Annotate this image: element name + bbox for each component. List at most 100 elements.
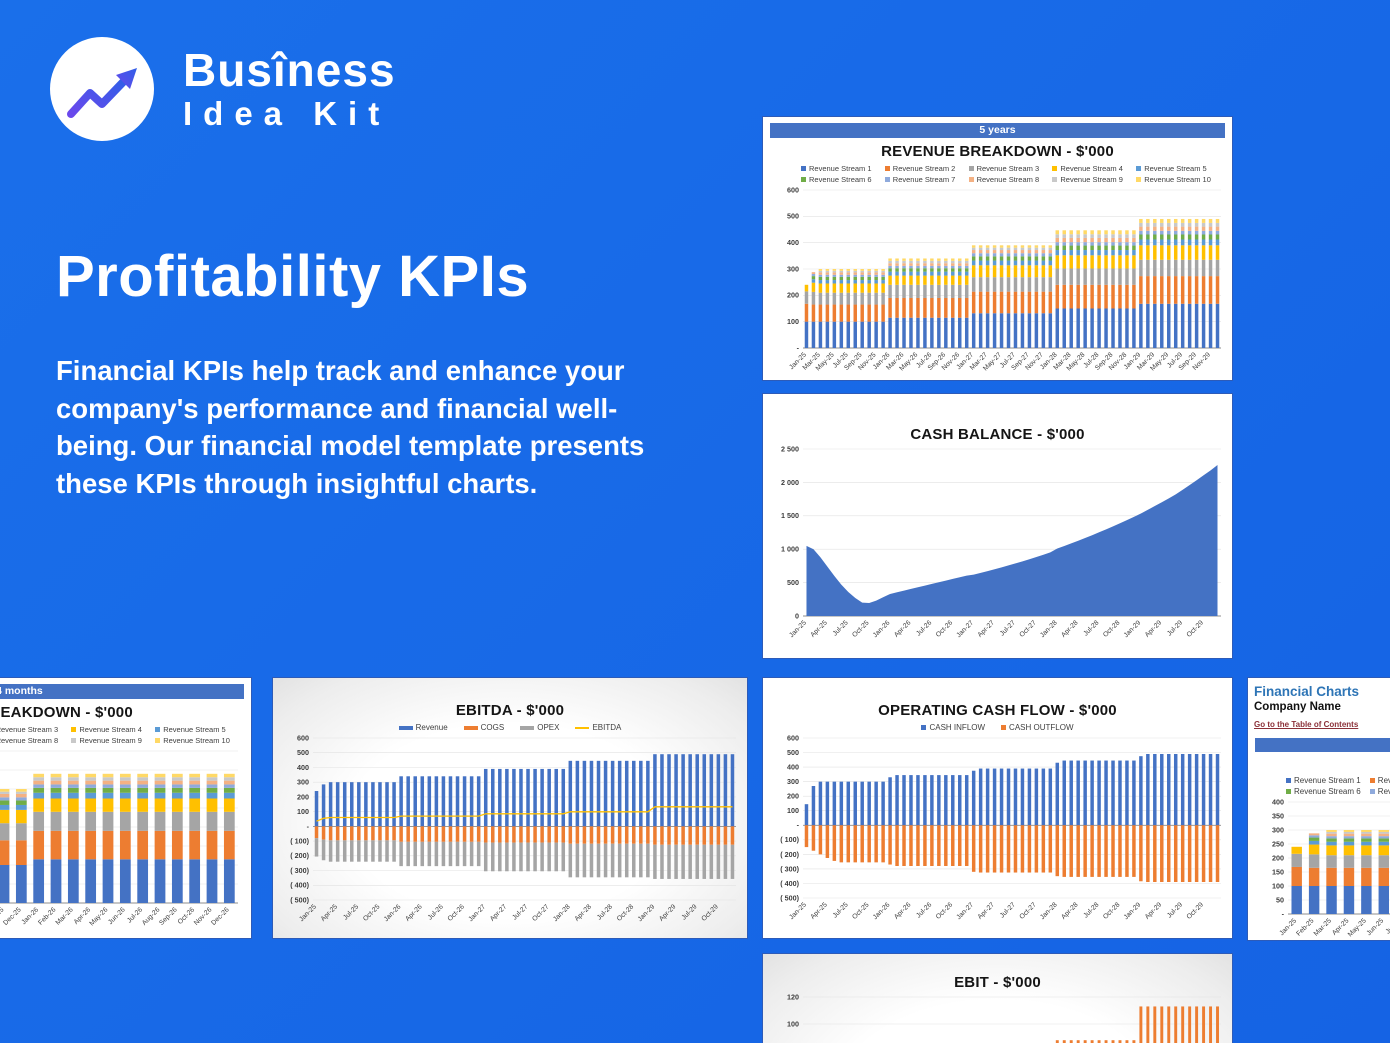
legend-item: Revenue Stream 7 xyxy=(1369,787,1390,796)
svg-text:Jun-25: Jun-25 xyxy=(1366,917,1386,937)
svg-text:Apr-28: Apr-28 xyxy=(1060,901,1080,921)
legend-item: COGS xyxy=(463,723,505,732)
svg-text:Jan-29: Jan-29 xyxy=(637,903,657,923)
svg-text:500: 500 xyxy=(787,748,799,757)
legend-swatch-icon xyxy=(968,166,974,171)
legend-label: Revenue Stream 1 xyxy=(809,164,872,173)
svg-text:Feb-25: Feb-25 xyxy=(1295,917,1315,937)
logo-line2: Idea Kit xyxy=(183,95,391,132)
svg-text:400: 400 xyxy=(1272,798,1284,806)
legend-swatch-icon xyxy=(575,726,590,729)
legend-label: COGS xyxy=(480,723,505,732)
svg-text:100: 100 xyxy=(1272,881,1284,890)
svg-text:300: 300 xyxy=(1272,825,1284,834)
legend-swatch-icon xyxy=(155,738,161,743)
svg-text:Oct-28: Oct-28 xyxy=(1102,619,1122,639)
svg-text:May-26: May-26 xyxy=(88,906,109,927)
svg-text:Dec-26: Dec-26 xyxy=(210,906,231,927)
svg-text:Jul-25: Jul-25 xyxy=(832,901,850,919)
svg-text:Oct-27: Oct-27 xyxy=(1018,901,1038,921)
svg-text:400: 400 xyxy=(297,763,309,772)
table-of-contents-link[interactable]: Go to the Table of Contents xyxy=(1254,720,1359,729)
svg-text:0: 0 xyxy=(795,611,799,620)
svg-text:( 100): ( 100) xyxy=(290,837,309,846)
svg-text:( 400): ( 400) xyxy=(780,879,799,888)
dashboard-heading: Financial Charts xyxy=(1254,684,1360,699)
svg-text:Jul-25: Jul-25 xyxy=(342,903,360,921)
svg-text:( 400): ( 400) xyxy=(290,881,309,890)
legend-item: Revenue Stream 9 xyxy=(1052,175,1136,184)
svg-text:400: 400 xyxy=(787,763,799,772)
card-ebit: EBIT - $'000 12010080604020-Jan-25Apr-25… xyxy=(762,953,1233,1043)
svg-text:Jul-25: Jul-25 xyxy=(832,619,850,637)
svg-text:Jan-28: Jan-28 xyxy=(1039,901,1059,921)
page-title: Profitability KPIs xyxy=(56,244,530,309)
svg-text:Jul-28: Jul-28 xyxy=(596,903,614,921)
legend-item: Revenue Stream 8 xyxy=(968,175,1053,184)
legend-item: Revenue Stream 4 xyxy=(1052,164,1136,173)
svg-text:500: 500 xyxy=(787,212,799,221)
svg-text:Apr-26: Apr-26 xyxy=(893,619,913,639)
revenue-breakdown-5y-chart: 600500400300200100-Jan-25Mar-25May-25Jul… xyxy=(787,186,1221,372)
legend-item: Revenue xyxy=(398,723,448,732)
svg-text:Oct-25: Oct-25 xyxy=(851,901,871,921)
svg-text:Apr-26: Apr-26 xyxy=(404,903,424,923)
svg-text:Jan-25: Jan-25 xyxy=(1278,917,1298,937)
legend-swatch-icon xyxy=(884,166,890,171)
mini-revenue-breakdown-chart: 400 350 300 250 200 150 100 50 -Jan-25Feb-25Mar-… xyxy=(1272,798,1390,938)
page-description: Financial KPIs help track and enhance yo… xyxy=(56,355,645,499)
legend-item: Revenue Stream 8 xyxy=(0,736,71,745)
chart-legend: Revenue Stream 1 Revenue Stream 2 Revenue … xyxy=(1286,776,1390,796)
svg-text:Jan-25: Jan-25 xyxy=(298,903,318,923)
svg-text:100: 100 xyxy=(787,1019,799,1028)
svg-text:Jul-25: Jul-25 xyxy=(1385,917,1390,935)
card-ebitda: EBITDA - $'000 Revenue COGS OPEX EBITDA 600… xyxy=(272,677,748,939)
svg-text:50: 50 xyxy=(1276,895,1284,904)
period-header-bar: 5 years xyxy=(770,123,1225,138)
svg-text:400: 400 xyxy=(787,238,799,247)
svg-text:Jul-27: Jul-27 xyxy=(999,619,1017,637)
legend-item: EBITDA xyxy=(575,723,621,732)
svg-text:Oct-26: Oct-26 xyxy=(935,619,955,639)
svg-text:Apr-25: Apr-25 xyxy=(320,903,340,923)
svg-text:Jul-27: Jul-27 xyxy=(999,901,1017,919)
svg-text:Jul-29: Jul-29 xyxy=(1166,619,1184,637)
legend-label: Revenue Stream 10 xyxy=(163,736,230,745)
legend-label: Revenue Stream 4 xyxy=(79,725,142,734)
svg-text:2 500: 2 500 xyxy=(781,445,799,453)
svg-text:100: 100 xyxy=(297,807,309,816)
svg-text:Dec-25: Dec-25 xyxy=(2,906,23,927)
svg-text:May-25: May-25 xyxy=(1347,917,1368,938)
chart-legend: Revenue COGS OPEX EBITDA xyxy=(279,723,741,732)
legend-swatch-icon xyxy=(1369,789,1375,794)
legend-label: Revenue Stream 7 xyxy=(1377,787,1390,796)
legend-label: Revenue Stream 6 xyxy=(809,175,872,184)
period-header-bar xyxy=(1255,738,1390,752)
svg-text:Oct-29: Oct-29 xyxy=(700,903,720,923)
svg-text:Apr-28: Apr-28 xyxy=(1060,619,1080,639)
ebitda-chart: 600 500 400 300 200 100 - ( 100) ( 200) ( 300) ( 4… xyxy=(290,734,736,923)
legend-swatch-icon xyxy=(801,177,806,182)
svg-text:350: 350 xyxy=(1272,811,1284,820)
legend-item: Revenue Stream 3 xyxy=(968,164,1053,173)
legend-swatch-icon xyxy=(1286,789,1291,794)
legend-swatch-icon xyxy=(1286,778,1291,783)
legend-swatch-icon xyxy=(801,166,806,171)
svg-text:Apr-25: Apr-25 xyxy=(809,619,829,639)
svg-text:Sep-26: Sep-26 xyxy=(158,906,179,927)
legend-item: Revenue Stream 1 xyxy=(1286,776,1370,785)
svg-text:( 100): ( 100) xyxy=(780,835,799,844)
legend-swatch-icon xyxy=(1052,177,1058,182)
svg-text:Apr-27: Apr-27 xyxy=(489,903,509,923)
svg-text:-: - xyxy=(307,822,310,831)
chart-title: OPERATING CASH FLOW - $'000 xyxy=(878,702,1117,719)
legend-swatch-icon xyxy=(155,727,161,732)
svg-text:Mar-25: Mar-25 xyxy=(1313,917,1333,937)
ebit-chart: 12010080604020-Jan-25Apr-25Jul-25Oct-25J… xyxy=(787,993,1221,1043)
legend-label: Revenue Stream 2 xyxy=(892,164,956,173)
svg-text:Jan-27: Jan-27 xyxy=(955,901,975,921)
svg-text:Apr-29: Apr-29 xyxy=(1144,619,1164,639)
svg-text:Oct-25: Oct-25 xyxy=(851,619,871,639)
legend-label: Revenue Stream 2 xyxy=(1377,776,1390,785)
